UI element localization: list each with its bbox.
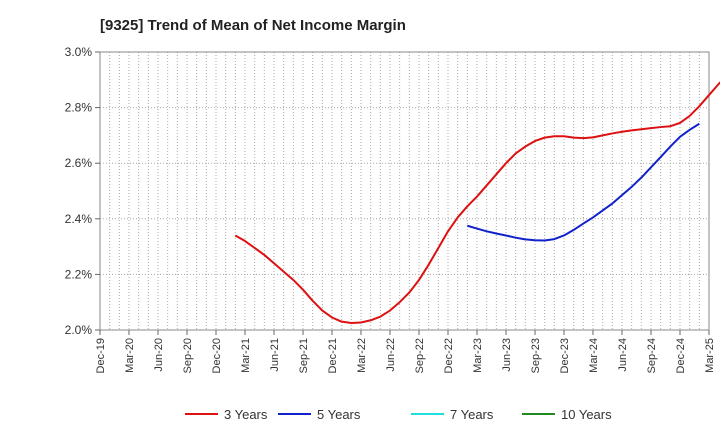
x-tick-label: Mar-21 xyxy=(240,338,252,373)
x-tick-label: Sep-20 xyxy=(182,338,194,373)
y-tick-label: 2.2% xyxy=(65,267,93,281)
legend-label: 3 Years xyxy=(224,407,268,422)
x-axis-ticks: Dec-19 Mar-20 Jun-20 Sep-20 Dec-20 Mar-21 Jun-… xyxy=(95,330,716,373)
x-tick-label: Dec-21 xyxy=(327,338,339,373)
y-tick-label: 3.0% xyxy=(65,45,93,59)
x-tick-label: Jun-23 xyxy=(501,338,513,372)
x-tick-label: Mar-20 xyxy=(124,338,136,373)
x-tick-label: Sep-21 xyxy=(298,338,310,373)
x-tick-label: Jun-22 xyxy=(385,338,397,372)
legend-label: 7 Years xyxy=(450,407,494,422)
x-tick-label: Jun-21 xyxy=(269,338,281,372)
legend-label: 10 Years xyxy=(561,407,612,422)
x-tick-label: Sep-23 xyxy=(530,338,542,373)
y-tick-label: 2.6% xyxy=(65,156,93,170)
legend-label: 5 Years xyxy=(317,407,361,422)
vertical-gridlines xyxy=(109,52,700,330)
series-line-3-years xyxy=(234,81,720,325)
x-tick-label: Dec-23 xyxy=(559,338,571,373)
y-tick-label: 2.4% xyxy=(65,212,93,226)
x-tick-label: Dec-22 xyxy=(443,338,455,373)
series-line-5-years xyxy=(467,122,700,242)
x-tick-label: Sep-24 xyxy=(646,338,658,373)
legend: 3 Years 5 Years 7 Years 10 Years xyxy=(185,407,612,422)
x-tick-label: Dec-20 xyxy=(211,338,223,373)
x-tick-label: Mar-25 xyxy=(704,338,716,373)
x-tick-label: Jun-20 xyxy=(153,338,165,372)
y-axis-ticks: 2.0% 2.2% 2.4% 2.6% 2.8% 3.0% xyxy=(65,45,100,337)
chart-title: [9325] Trend of Mean of Net Income Margi… xyxy=(100,17,406,34)
x-tick-label: Mar-22 xyxy=(356,338,368,373)
series-layer xyxy=(234,81,720,325)
x-tick-label: Jun-24 xyxy=(617,338,629,372)
x-tick-label: Sep-22 xyxy=(414,338,426,373)
x-tick-label: Dec-24 xyxy=(675,338,687,373)
x-tick-label: Mar-23 xyxy=(472,338,484,373)
plot-frame xyxy=(99,51,710,331)
horizontal-gridlines xyxy=(100,107,709,275)
x-tick-label: Dec-19 xyxy=(95,338,107,373)
x-tick-label: Mar-24 xyxy=(588,338,600,373)
y-tick-label: 2.0% xyxy=(65,323,93,337)
y-tick-label: 2.8% xyxy=(65,101,93,115)
